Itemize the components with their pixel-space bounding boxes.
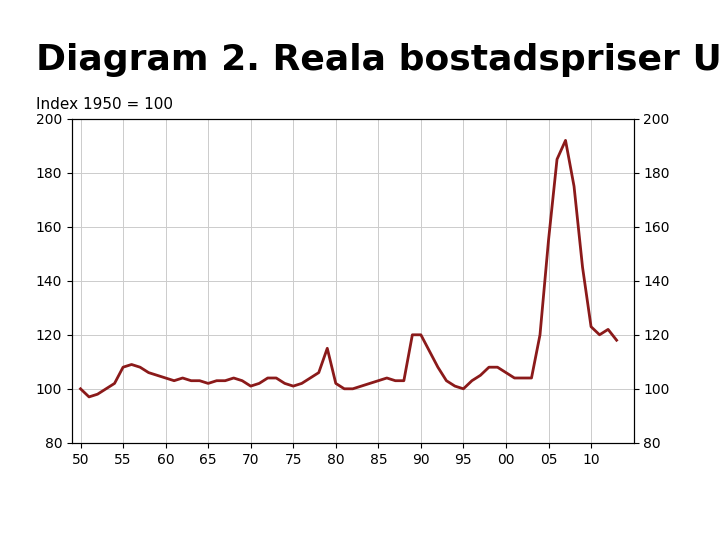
Text: Källa: Robert J. Schiller, Princeton University: Källa: Robert J. Schiller, Princeton Uni… — [438, 516, 713, 530]
Text: Diagram 2. Reala bostadspriser USA: Diagram 2. Reala bostadspriser USA — [36, 43, 720, 77]
Text: Index 1950 = 100: Index 1950 = 100 — [36, 97, 173, 112]
Text: SVERIGES
RIKSBANK: SVERIGES RIKSBANK — [635, 59, 675, 72]
